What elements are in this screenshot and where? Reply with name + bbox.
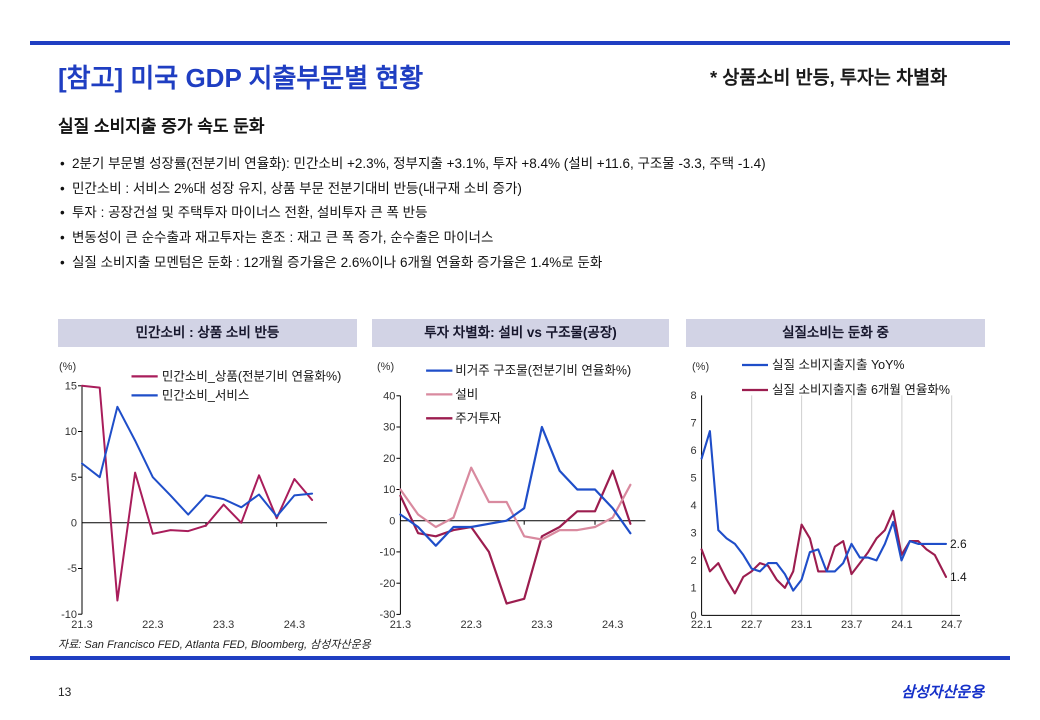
svg-text:24.7: 24.7	[941, 619, 962, 631]
svg-text:설비: 설비	[455, 388, 478, 402]
svg-text:10: 10	[65, 426, 77, 438]
svg-text:-20: -20	[379, 578, 395, 590]
svg-text:20: 20	[383, 453, 395, 465]
svg-text:15: 15	[65, 381, 77, 393]
svg-text:3: 3	[690, 528, 696, 540]
svg-text:4: 4	[690, 500, 696, 512]
svg-text:22.3: 22.3	[460, 619, 481, 631]
svg-text:23.7: 23.7	[841, 619, 862, 631]
svg-text:21.3: 21.3	[71, 619, 92, 631]
svg-text:0: 0	[71, 518, 77, 530]
svg-text:(%): (%)	[59, 361, 76, 373]
svg-text:5: 5	[690, 473, 696, 485]
svg-text:24.1: 24.1	[891, 619, 912, 631]
svg-text:23.3: 23.3	[213, 619, 234, 631]
svg-text:23.1: 23.1	[791, 619, 812, 631]
svg-text:민간소비_서비스: 민간소비_서비스	[162, 389, 249, 403]
svg-text:30: 30	[383, 422, 395, 434]
svg-text:23.3: 23.3	[531, 619, 552, 631]
svg-text:10: 10	[383, 484, 395, 496]
svg-text:8: 8	[690, 390, 696, 402]
svg-text:1.4: 1.4	[950, 570, 967, 584]
svg-text:22.3: 22.3	[142, 619, 163, 631]
svg-text:22.1: 22.1	[691, 619, 712, 631]
svg-text:21.3: 21.3	[390, 619, 411, 631]
svg-text:24.3: 24.3	[284, 619, 305, 631]
svg-text:5: 5	[71, 472, 77, 484]
svg-text:비거주 구조물(전분기비 연율화%): 비거주 구조물(전분기비 연율화%)	[455, 364, 631, 378]
svg-text:40: 40	[383, 391, 395, 403]
svg-text:실질 소비지출지출 6개월 연율화%: 실질 소비지출지출 6개월 연율화%	[772, 383, 950, 397]
svg-text:2: 2	[690, 555, 696, 567]
svg-text:1: 1	[690, 583, 696, 595]
svg-text:22.7: 22.7	[741, 619, 762, 631]
svg-text:-5: -5	[67, 563, 77, 575]
svg-text:2.6: 2.6	[950, 537, 967, 551]
svg-text:실질 소비지출지출 YoY%: 실질 소비지출지출 YoY%	[772, 358, 905, 372]
svg-text:(%): (%)	[692, 361, 709, 373]
svg-text:0: 0	[389, 515, 395, 527]
svg-text:주거투자: 주거투자	[455, 411, 502, 425]
svg-text:7: 7	[690, 418, 696, 430]
svg-text:24.3: 24.3	[602, 619, 623, 631]
svg-text:6: 6	[690, 445, 696, 457]
svg-text:민간소비_상품(전분기비 연율화%): 민간소비_상품(전분기비 연율화%)	[162, 370, 341, 384]
svg-text:-10: -10	[379, 547, 395, 559]
svg-text:(%): (%)	[377, 361, 394, 373]
